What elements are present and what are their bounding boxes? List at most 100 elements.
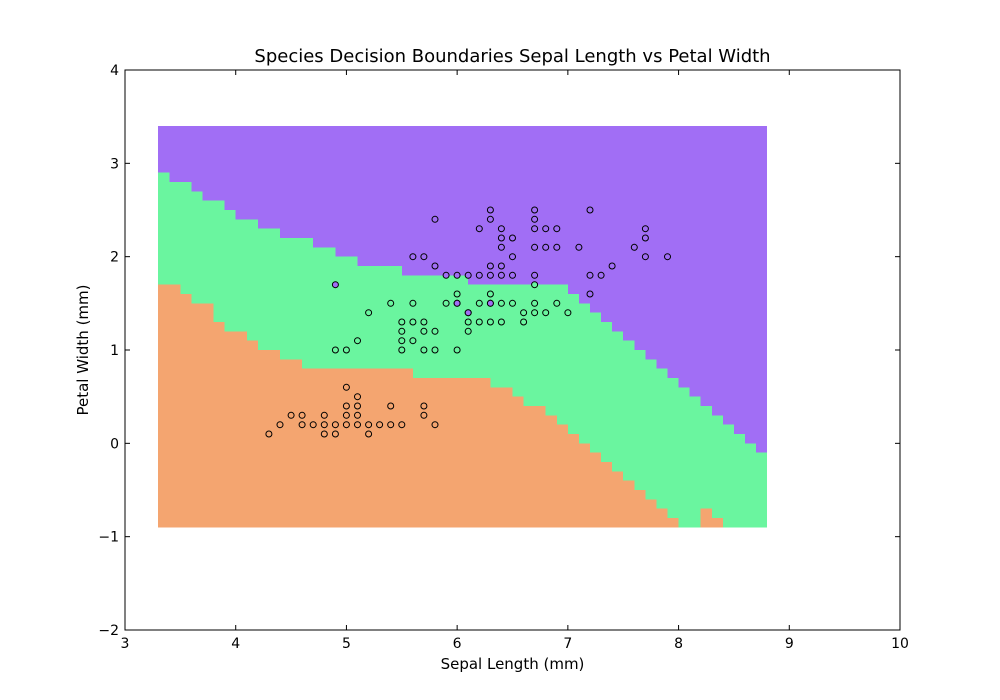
data-point-class-2 — [586, 271, 594, 279]
data-point-class-2 — [531, 271, 539, 279]
data-point-class-0 — [342, 383, 350, 391]
data-point-class-2 — [486, 215, 494, 223]
data-point-class-1 — [354, 337, 361, 345]
data-point-class-2 — [497, 234, 505, 242]
data-point-class-1 — [365, 309, 373, 317]
data-point-class-0 — [342, 402, 350, 410]
data-point-class-2 — [630, 243, 638, 251]
data-point-class-2 — [553, 243, 561, 251]
data-point-class-2 — [531, 215, 539, 223]
data-point-class-2 — [420, 253, 428, 261]
data-point-class-1 — [398, 318, 406, 326]
x-tick-label: 4 — [231, 636, 240, 652]
data-point-class-1 — [509, 299, 516, 307]
data-point-class-2 — [641, 225, 649, 233]
data-point-class-2 — [553, 225, 561, 233]
data-point-class-0 — [265, 430, 273, 438]
data-point-class-0 — [354, 411, 361, 419]
data-point-class-1 — [475, 318, 483, 326]
data-point-class-1 — [453, 290, 461, 298]
data-point-class-2 — [497, 271, 505, 279]
data-point-class-2 — [453, 299, 461, 307]
data-point-class-2 — [542, 225, 550, 233]
data-point-class-1 — [420, 346, 428, 354]
data-point-class-0 — [354, 402, 361, 410]
chart-title: Species Decision Boundaries Sepal Length… — [254, 46, 770, 67]
data-point-class-1 — [331, 346, 339, 354]
data-point-class-2 — [497, 243, 505, 251]
data-point-class-2 — [664, 253, 671, 261]
data-point-class-2 — [575, 243, 583, 251]
data-point-class-2 — [475, 225, 483, 233]
x-tick-label: 5 — [342, 636, 351, 652]
data-point-class-1 — [409, 299, 417, 307]
data-point-class-1 — [464, 327, 472, 335]
data-point-class-1 — [387, 299, 395, 307]
data-point-class-1 — [531, 281, 539, 289]
data-point-class-0 — [387, 421, 395, 429]
x-tick-label: 10 — [891, 636, 909, 652]
data-point-class-0 — [320, 430, 328, 438]
data-point-class-2 — [497, 225, 505, 233]
region-class-2 — [158, 126, 768, 462]
data-point-class-1 — [453, 346, 461, 354]
data-point-class-0 — [431, 421, 439, 429]
x-tick-label: 3 — [121, 636, 130, 652]
y-tick-label: 1 — [110, 343, 119, 359]
data-point-class-2 — [531, 225, 539, 233]
data-point-class-2 — [464, 271, 472, 279]
data-point-class-1 — [520, 309, 528, 317]
data-point-class-1 — [486, 290, 494, 298]
y-tick-label: 0 — [110, 436, 119, 452]
data-point-class-1 — [342, 346, 350, 354]
x-axis-label: Sepal Length (mm) — [441, 655, 585, 673]
decision-regions — [158, 126, 768, 528]
data-point-class-2 — [509, 271, 516, 279]
data-point-class-1 — [409, 337, 417, 345]
data-point-class-2 — [641, 253, 649, 261]
axis-ticks: 3 4 5 6 7 8 9 10 −2 −1 0 1 2 3 4 — [98, 63, 909, 652]
region-class-1 — [158, 172, 768, 528]
data-point-class-0 — [298, 421, 306, 429]
data-point-class-1 — [442, 299, 450, 307]
data-point-class-0 — [287, 411, 295, 419]
data-point-class-2 — [486, 262, 494, 270]
data-point-class-1 — [531, 309, 539, 317]
data-point-class-1 — [520, 318, 528, 326]
data-point-class-1 — [398, 346, 406, 354]
data-point-class-0 — [309, 421, 317, 429]
data-point-class-0 — [387, 402, 395, 410]
data-point-class-1 — [553, 299, 561, 307]
data-point-class-2 — [542, 243, 550, 251]
data-point-class-0 — [320, 421, 328, 429]
data-point-class-2 — [608, 262, 616, 270]
data-point-class-2 — [431, 262, 439, 270]
data-point-class-1 — [398, 337, 406, 345]
y-tick-label: −1 — [98, 530, 119, 546]
data-point-class-1 — [409, 318, 417, 326]
data-point-class-2 — [531, 243, 539, 251]
data-point-class-2 — [431, 215, 439, 223]
region-class-0 — [158, 284, 768, 528]
data-point-class-1 — [531, 299, 539, 307]
data-point-class-0 — [398, 421, 406, 429]
data-point-class-2 — [464, 309, 472, 317]
data-point-class-0 — [320, 411, 328, 419]
data-point-class-0 — [365, 430, 373, 438]
data-point-class-2 — [409, 253, 417, 261]
x-tick-label: 6 — [453, 636, 462, 652]
data-point-class-2 — [586, 206, 594, 214]
data-point-class-0 — [354, 393, 361, 401]
data-point-class-0 — [342, 421, 350, 429]
data-point-class-0 — [420, 411, 428, 419]
data-point-class-1 — [486, 318, 494, 326]
data-point-class-2 — [586, 290, 594, 298]
data-point-class-2 — [475, 271, 483, 279]
data-point-class-1 — [464, 318, 472, 326]
x-tick-label: 9 — [785, 636, 794, 652]
data-point-class-2 — [442, 271, 450, 279]
data-point-class-2 — [486, 206, 494, 214]
data-point-class-0 — [365, 421, 373, 429]
data-point-class-2 — [641, 234, 649, 242]
